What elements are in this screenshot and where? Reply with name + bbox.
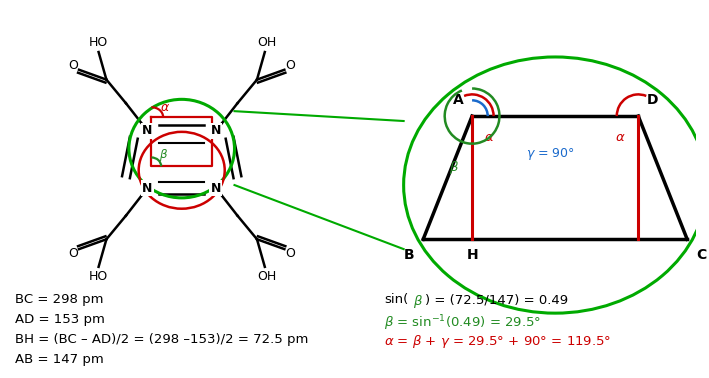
Text: $\alpha$: $\alpha$ <box>484 131 495 144</box>
Text: O: O <box>285 246 295 260</box>
Text: sin(: sin( <box>384 293 408 307</box>
Text: $\beta$: $\beta$ <box>450 159 459 176</box>
Text: BH = (BC – AD)/2 = (298 –153)/2 = 72.5 pm: BH = (BC – AD)/2 = (298 –153)/2 = 72.5 p… <box>14 333 308 346</box>
Text: $\beta$ = sin$^{-1}$(0.49) = 29.5°: $\beta$ = sin$^{-1}$(0.49) = 29.5° <box>384 313 541 333</box>
Text: $\beta$: $\beta$ <box>159 147 168 163</box>
Text: N: N <box>211 181 221 195</box>
Text: O: O <box>285 59 295 72</box>
Text: D: D <box>647 93 659 107</box>
Text: O: O <box>68 59 78 72</box>
Text: $\alpha$: $\alpha$ <box>160 101 170 114</box>
Text: AB = 147 pm: AB = 147 pm <box>14 353 104 366</box>
Text: O: O <box>68 246 78 260</box>
Text: $\alpha$ = $\beta$ + $\gamma$ = 29.5° + 90° = 119.5°: $\alpha$ = $\beta$ + $\gamma$ = 29.5° + … <box>384 333 611 350</box>
Text: N: N <box>143 181 152 195</box>
Text: A: A <box>452 93 463 107</box>
Text: HO: HO <box>89 36 108 49</box>
Text: OH: OH <box>257 270 277 283</box>
Text: H: H <box>467 248 478 262</box>
Text: N: N <box>143 124 152 137</box>
Text: AD = 153 pm: AD = 153 pm <box>14 313 104 326</box>
Text: BC = 298 pm: BC = 298 pm <box>14 293 103 307</box>
Text: N: N <box>211 124 221 137</box>
Text: $\beta$: $\beta$ <box>413 293 423 310</box>
Text: $\alpha$: $\alpha$ <box>615 131 626 144</box>
Text: HO: HO <box>89 270 108 283</box>
Text: OH: OH <box>257 36 277 49</box>
Text: ) = (72.5/147) = 0.49: ) = (72.5/147) = 0.49 <box>425 293 569 307</box>
Text: C: C <box>696 248 706 262</box>
Text: $\gamma$ = 90°: $\gamma$ = 90° <box>526 146 575 161</box>
Text: B: B <box>403 248 414 262</box>
